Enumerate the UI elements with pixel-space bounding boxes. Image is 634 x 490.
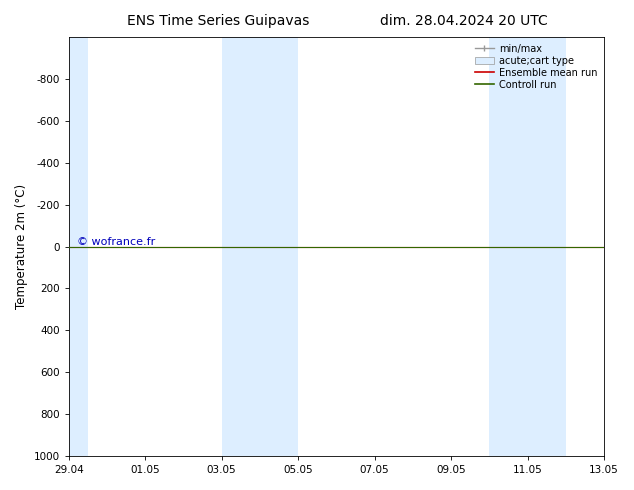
Legend: min/max, acute;cart type, Ensemble mean run, Controll run: min/max, acute;cart type, Ensemble mean … [472, 42, 599, 92]
Bar [222, 37, 298, 456]
Text: © wofrance.fr: © wofrance.fr [77, 237, 155, 246]
Text: dim. 28.04.2024 20 UTC: dim. 28.04.2024 20 UTC [380, 14, 548, 28]
Text: ENS Time Series Guipavas: ENS Time Series Guipavas [127, 14, 309, 28]
Bar [489, 37, 566, 456]
Bar [68, 37, 88, 456]
Y-axis label: Temperature 2m (°C): Temperature 2m (°C) [15, 184, 28, 309]
